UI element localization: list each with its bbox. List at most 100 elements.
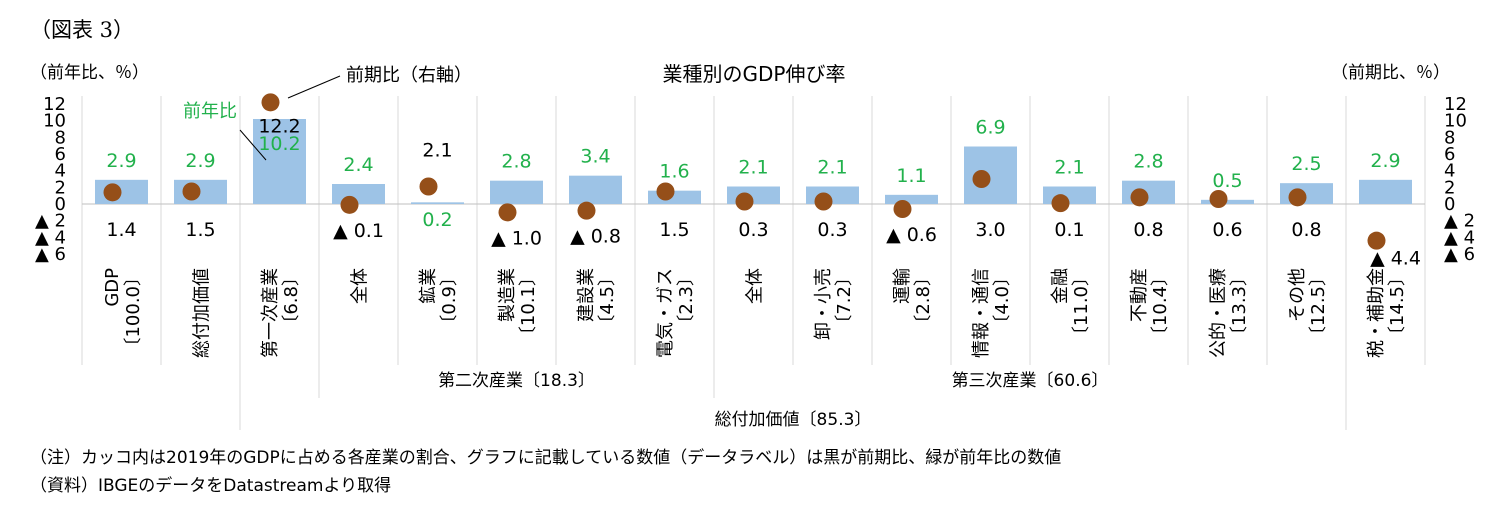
dot-qoq [340, 195, 359, 214]
category-label: 〔2.3〕 [676, 268, 697, 333]
bar-yoy [1122, 180, 1175, 204]
bar-yoy [806, 186, 859, 204]
category-label: 〔13.3〕 [1229, 268, 1250, 344]
data-label-qoq: 0.1 [1054, 219, 1084, 241]
y-tick-left: ▲ 6 [35, 244, 66, 265]
data-label-qoq: 0.3 [738, 219, 768, 241]
category-label: 金融 [1050, 268, 1071, 304]
data-label-yoy: 2.1 [817, 157, 847, 179]
dot-qoq [1209, 190, 1228, 208]
y-tick-right: 12 [1444, 94, 1467, 115]
dot-qoq [103, 183, 122, 202]
data-label-yoy: 6.9 [975, 117, 1005, 139]
dot-qoq [972, 170, 991, 188]
bar-yoy [253, 119, 306, 204]
data-label-qoq: 2.1 [422, 140, 452, 162]
data-label-yoy: 2.9 [185, 150, 215, 172]
category-label: 製造業 [497, 268, 518, 322]
category-label: 〔100.0〕 [123, 268, 144, 356]
dot-qoq [656, 182, 675, 201]
bar-yoy [569, 175, 622, 204]
dot-qoq [814, 192, 833, 211]
y-tick-right: 2 [1444, 177, 1455, 198]
qoq-callout-label: 前期比（右軸） [346, 65, 472, 86]
data-label-qoq: ▲ 0.6 [886, 224, 937, 246]
data-label-yoy: 0.2 [422, 209, 452, 231]
y-tick-left: 0 [55, 194, 66, 215]
y-tick-right: ▲ 6 [1444, 244, 1475, 265]
y-tick-left: 12 [43, 94, 66, 115]
data-label-yoy: 1.1 [896, 165, 926, 187]
category-label: 全体 [745, 268, 766, 304]
chart-title: 業種別のGDP伸び率 [663, 62, 846, 86]
category-label: 〔4.0〕 [992, 268, 1013, 333]
data-label-qoq: ▲ 0.8 [570, 226, 621, 248]
dot-qoq [577, 201, 596, 220]
category-label: 卸・小売 [813, 268, 834, 340]
data-label-yoy: 1.6 [659, 161, 689, 183]
dot-qoq [893, 200, 912, 218]
data-label-yoy: 2.4 [343, 154, 373, 176]
qoq-callout-arrow [287, 75, 341, 99]
group-label: 第三次産業〔60.6〕 [952, 371, 1109, 391]
y-axis-right-label: （前期比、％） [1331, 63, 1450, 83]
bar-yoy [411, 202, 464, 204]
y-tick-left: ▲ 2 [35, 211, 66, 232]
yoy-callout-label: 前年比 [183, 101, 237, 122]
data-label-yoy: 2.5 [1291, 153, 1321, 175]
y-tick-left: 10 [43, 111, 66, 132]
category-label: 〔11.0〕 [1071, 268, 1092, 344]
dot-qoq [261, 93, 280, 112]
bar-yoy [885, 194, 938, 204]
category-label: 〔10.4〕 [1150, 268, 1171, 344]
category-label: 第一次産業 [260, 268, 281, 358]
data-label-yoy: 2.1 [738, 157, 768, 179]
y-tick-left: 8 [55, 127, 66, 148]
category-label: 〔14.5〕 [1387, 268, 1408, 344]
category-label: 〔0.9〕 [439, 268, 460, 333]
figure-label: （図表 3） [30, 18, 135, 42]
dot-qoq [498, 203, 517, 222]
dot-qoq [735, 192, 754, 211]
data-label-qoq: 0.6 [1212, 219, 1242, 241]
footnote: （注）カッコ内は2019年のGDPに占める各産業の割合、グラフに記載している数値… [30, 448, 1062, 468]
category-label: 総付加価値 [192, 268, 213, 358]
bar-yoy [1359, 179, 1412, 204]
y-tick-right: 8 [1444, 127, 1455, 148]
source-note: （資料）IBGEのデータをDatastreamより取得 [30, 476, 392, 496]
category-label: 建設業 [576, 268, 597, 322]
y-tick-right: 10 [1444, 111, 1467, 132]
y-tick-right: ▲ 2 [1444, 211, 1475, 232]
y-tick-left: 2 [55, 177, 66, 198]
category-label: 〔7.2〕 [834, 268, 855, 333]
data-label-qoq: 0.3 [817, 219, 847, 241]
data-label-qoq: 0.8 [1133, 219, 1163, 241]
y-tick-right: 4 [1444, 161, 1455, 182]
data-label-yoy: 3.4 [580, 146, 610, 168]
bar-yoy [1280, 183, 1333, 204]
y-axis-left-label: （前年比、％） [30, 63, 149, 83]
dot-qoq [1367, 231, 1386, 250]
y-tick-right: ▲ 4 [1444, 227, 1475, 248]
category-label: 鉱業 [418, 268, 439, 304]
dot-qoq [1051, 194, 1070, 213]
category-label: 公的・医療 [1208, 268, 1229, 358]
gdp-growth-chart: 業種別のGDP伸び率 （前年比、％） （前期比、％） 2.9 2.9 10.2 2.4… [30, 62, 1475, 430]
y-tick-left: ▲ 4 [35, 227, 66, 248]
category-label: 〔6.8〕 [281, 268, 302, 333]
category-label: 〔2.8〕 [913, 268, 934, 333]
y-tick-right: 0 [1444, 194, 1455, 215]
bar-yoy [727, 186, 780, 204]
group-label: 第二次産業〔18.3〕 [438, 371, 595, 391]
dot-qoq [419, 177, 438, 196]
category-label: 全体 [350, 268, 371, 304]
bar-yoy [1043, 186, 1096, 204]
data-label-yoy: 0.5 [1212, 170, 1242, 192]
data-label-qoq: ▲ 4.4 [1370, 248, 1421, 270]
dot-qoq [1288, 188, 1307, 207]
bar-yoy [95, 179, 148, 204]
category-label: 〔4.5〕 [597, 268, 618, 333]
data-label-qoq: 3.0 [975, 219, 1005, 241]
data-label-yoy: 2.8 [1133, 151, 1163, 173]
dot-qoq [1130, 188, 1149, 207]
